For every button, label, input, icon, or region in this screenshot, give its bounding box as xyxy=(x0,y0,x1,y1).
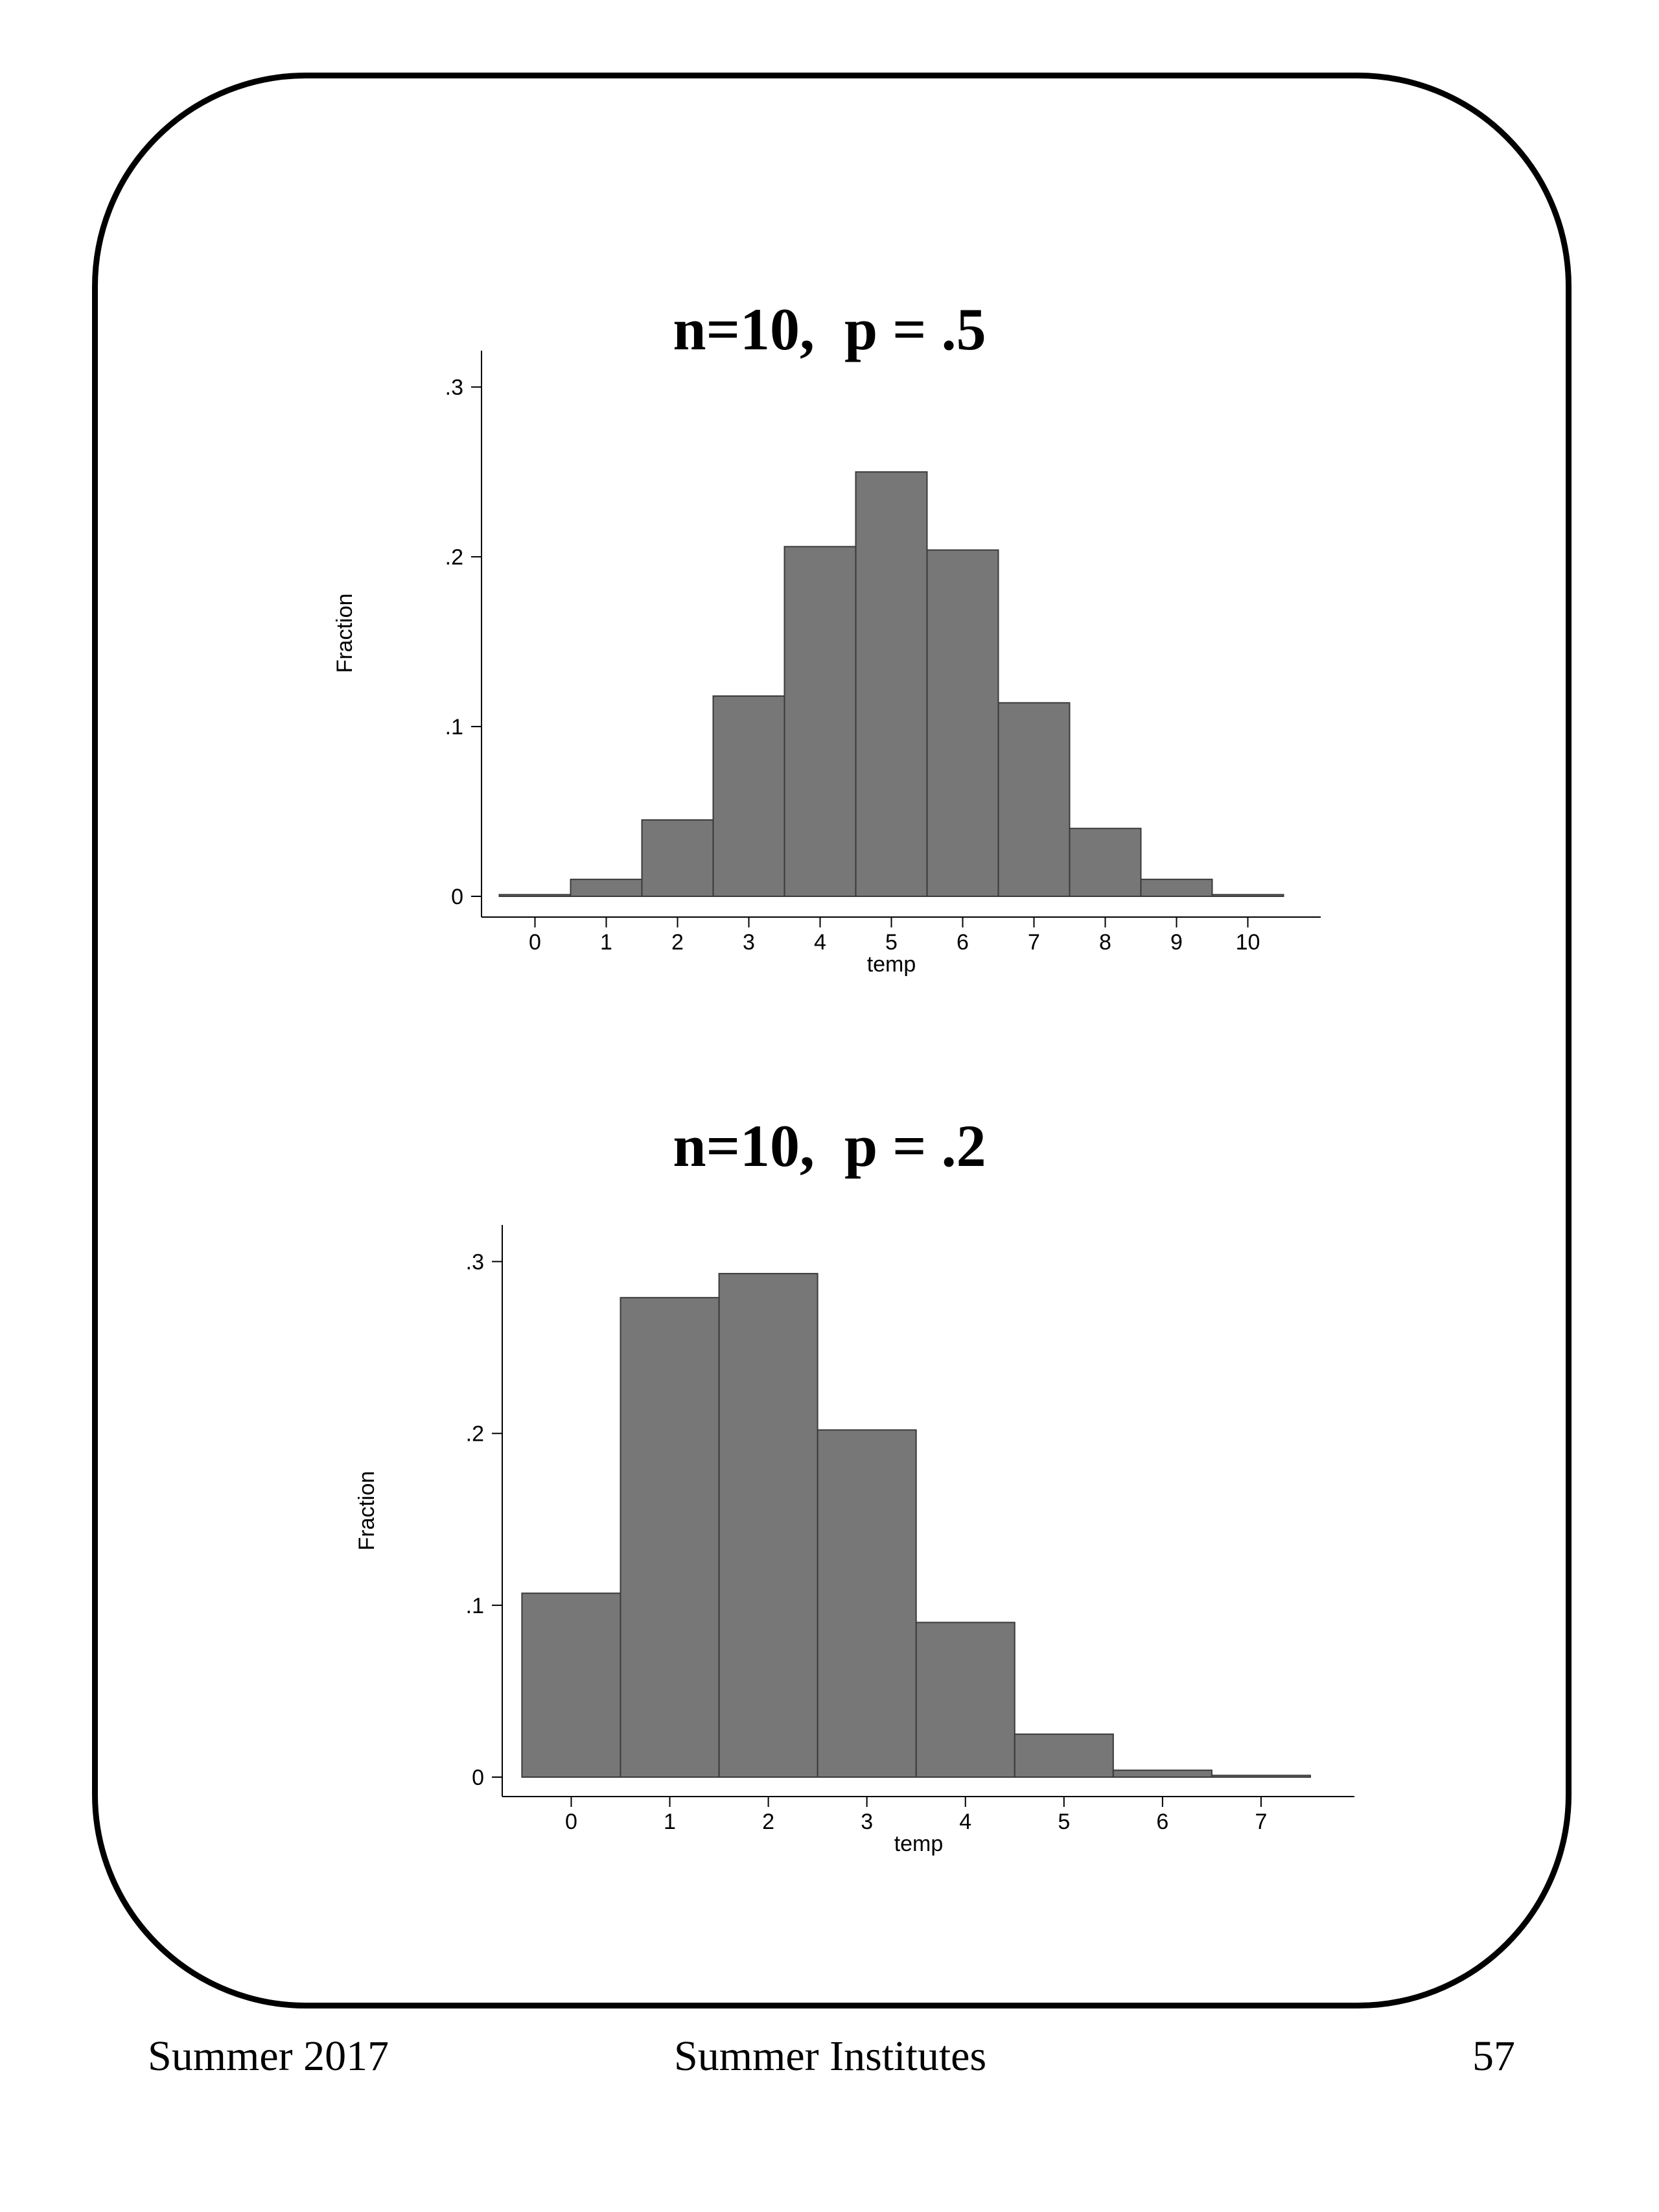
x-axis-label: temp xyxy=(894,1832,944,1856)
y-tick-label: .1 xyxy=(466,1594,484,1618)
bar xyxy=(521,1592,621,1778)
bar xyxy=(570,878,643,897)
slide-frame xyxy=(92,73,1572,2008)
x-tick-label: 9 xyxy=(1170,930,1183,955)
y-tick-label: .2 xyxy=(466,1422,484,1447)
histogram-p-02: 0 .1 .2 .3 0 1 2 3 4 5 6 7 temp Fraction xyxy=(354,1225,1354,1856)
y-tick-label: .2 xyxy=(445,545,463,570)
y-axis-label: Fraction xyxy=(354,1471,379,1551)
x-tick-label: 10 xyxy=(1236,930,1260,955)
x-tick-label: 3 xyxy=(743,930,755,955)
bar xyxy=(712,695,785,897)
x-tick-label: 4 xyxy=(814,930,826,955)
y-tick-label: .3 xyxy=(466,1250,484,1275)
x-tick-label: 7 xyxy=(1028,930,1040,955)
bar xyxy=(1140,878,1213,897)
bar xyxy=(620,1297,720,1778)
chart-title-2: n=10, p = .2 xyxy=(673,1113,986,1179)
bar xyxy=(817,1429,917,1778)
y-tick-label: 0 xyxy=(472,1765,484,1790)
x-tick-label: 7 xyxy=(1255,1810,1267,1834)
x-axis-label: temp xyxy=(867,952,916,977)
bar xyxy=(1069,828,1142,898)
y-tick-label: .3 xyxy=(445,375,463,400)
bar xyxy=(1211,894,1284,897)
chart-title-1: n=10, p = .5 xyxy=(673,296,986,362)
x-tick-label: 5 xyxy=(885,930,898,955)
bar xyxy=(1014,1733,1114,1778)
x-tick-label: 6 xyxy=(1156,1810,1168,1834)
bar xyxy=(997,702,1071,897)
x-tick-label: 1 xyxy=(600,930,612,955)
page-number: 57 xyxy=(1472,2032,1515,2080)
bar xyxy=(1211,1775,1311,1778)
x-tick-label: 3 xyxy=(861,1810,873,1834)
x-tick-label: 1 xyxy=(664,1810,676,1834)
x-tick-label: 2 xyxy=(762,1810,774,1834)
x-tick-label: 8 xyxy=(1099,930,1111,955)
bar xyxy=(926,549,999,897)
y-axis-label: Fraction xyxy=(332,594,357,673)
bar xyxy=(915,1622,1015,1778)
bar xyxy=(718,1273,818,1778)
y-tick-label: .1 xyxy=(445,715,463,739)
footer-date: Summer 2017 xyxy=(148,2032,389,2080)
y-tick-label: 0 xyxy=(451,885,463,909)
x-tick-label: 6 xyxy=(957,930,969,955)
histogram-p-05: 0 .1 .2 .3 0 1 2 3 4 5 6 7 8 9 10 temp Fraction xyxy=(332,351,1321,977)
bar xyxy=(855,471,928,897)
bar xyxy=(783,546,857,897)
x-tick-label: 4 xyxy=(959,1810,971,1834)
x-tick-label: 5 xyxy=(1058,1810,1070,1834)
footer-title: Summer Institutes xyxy=(674,2032,987,2080)
bar xyxy=(1112,1769,1212,1778)
x-tick-label: 0 xyxy=(565,1810,577,1834)
x-tick-label: 0 xyxy=(529,930,541,955)
bar xyxy=(641,819,714,897)
x-tick-label: 2 xyxy=(671,930,684,955)
